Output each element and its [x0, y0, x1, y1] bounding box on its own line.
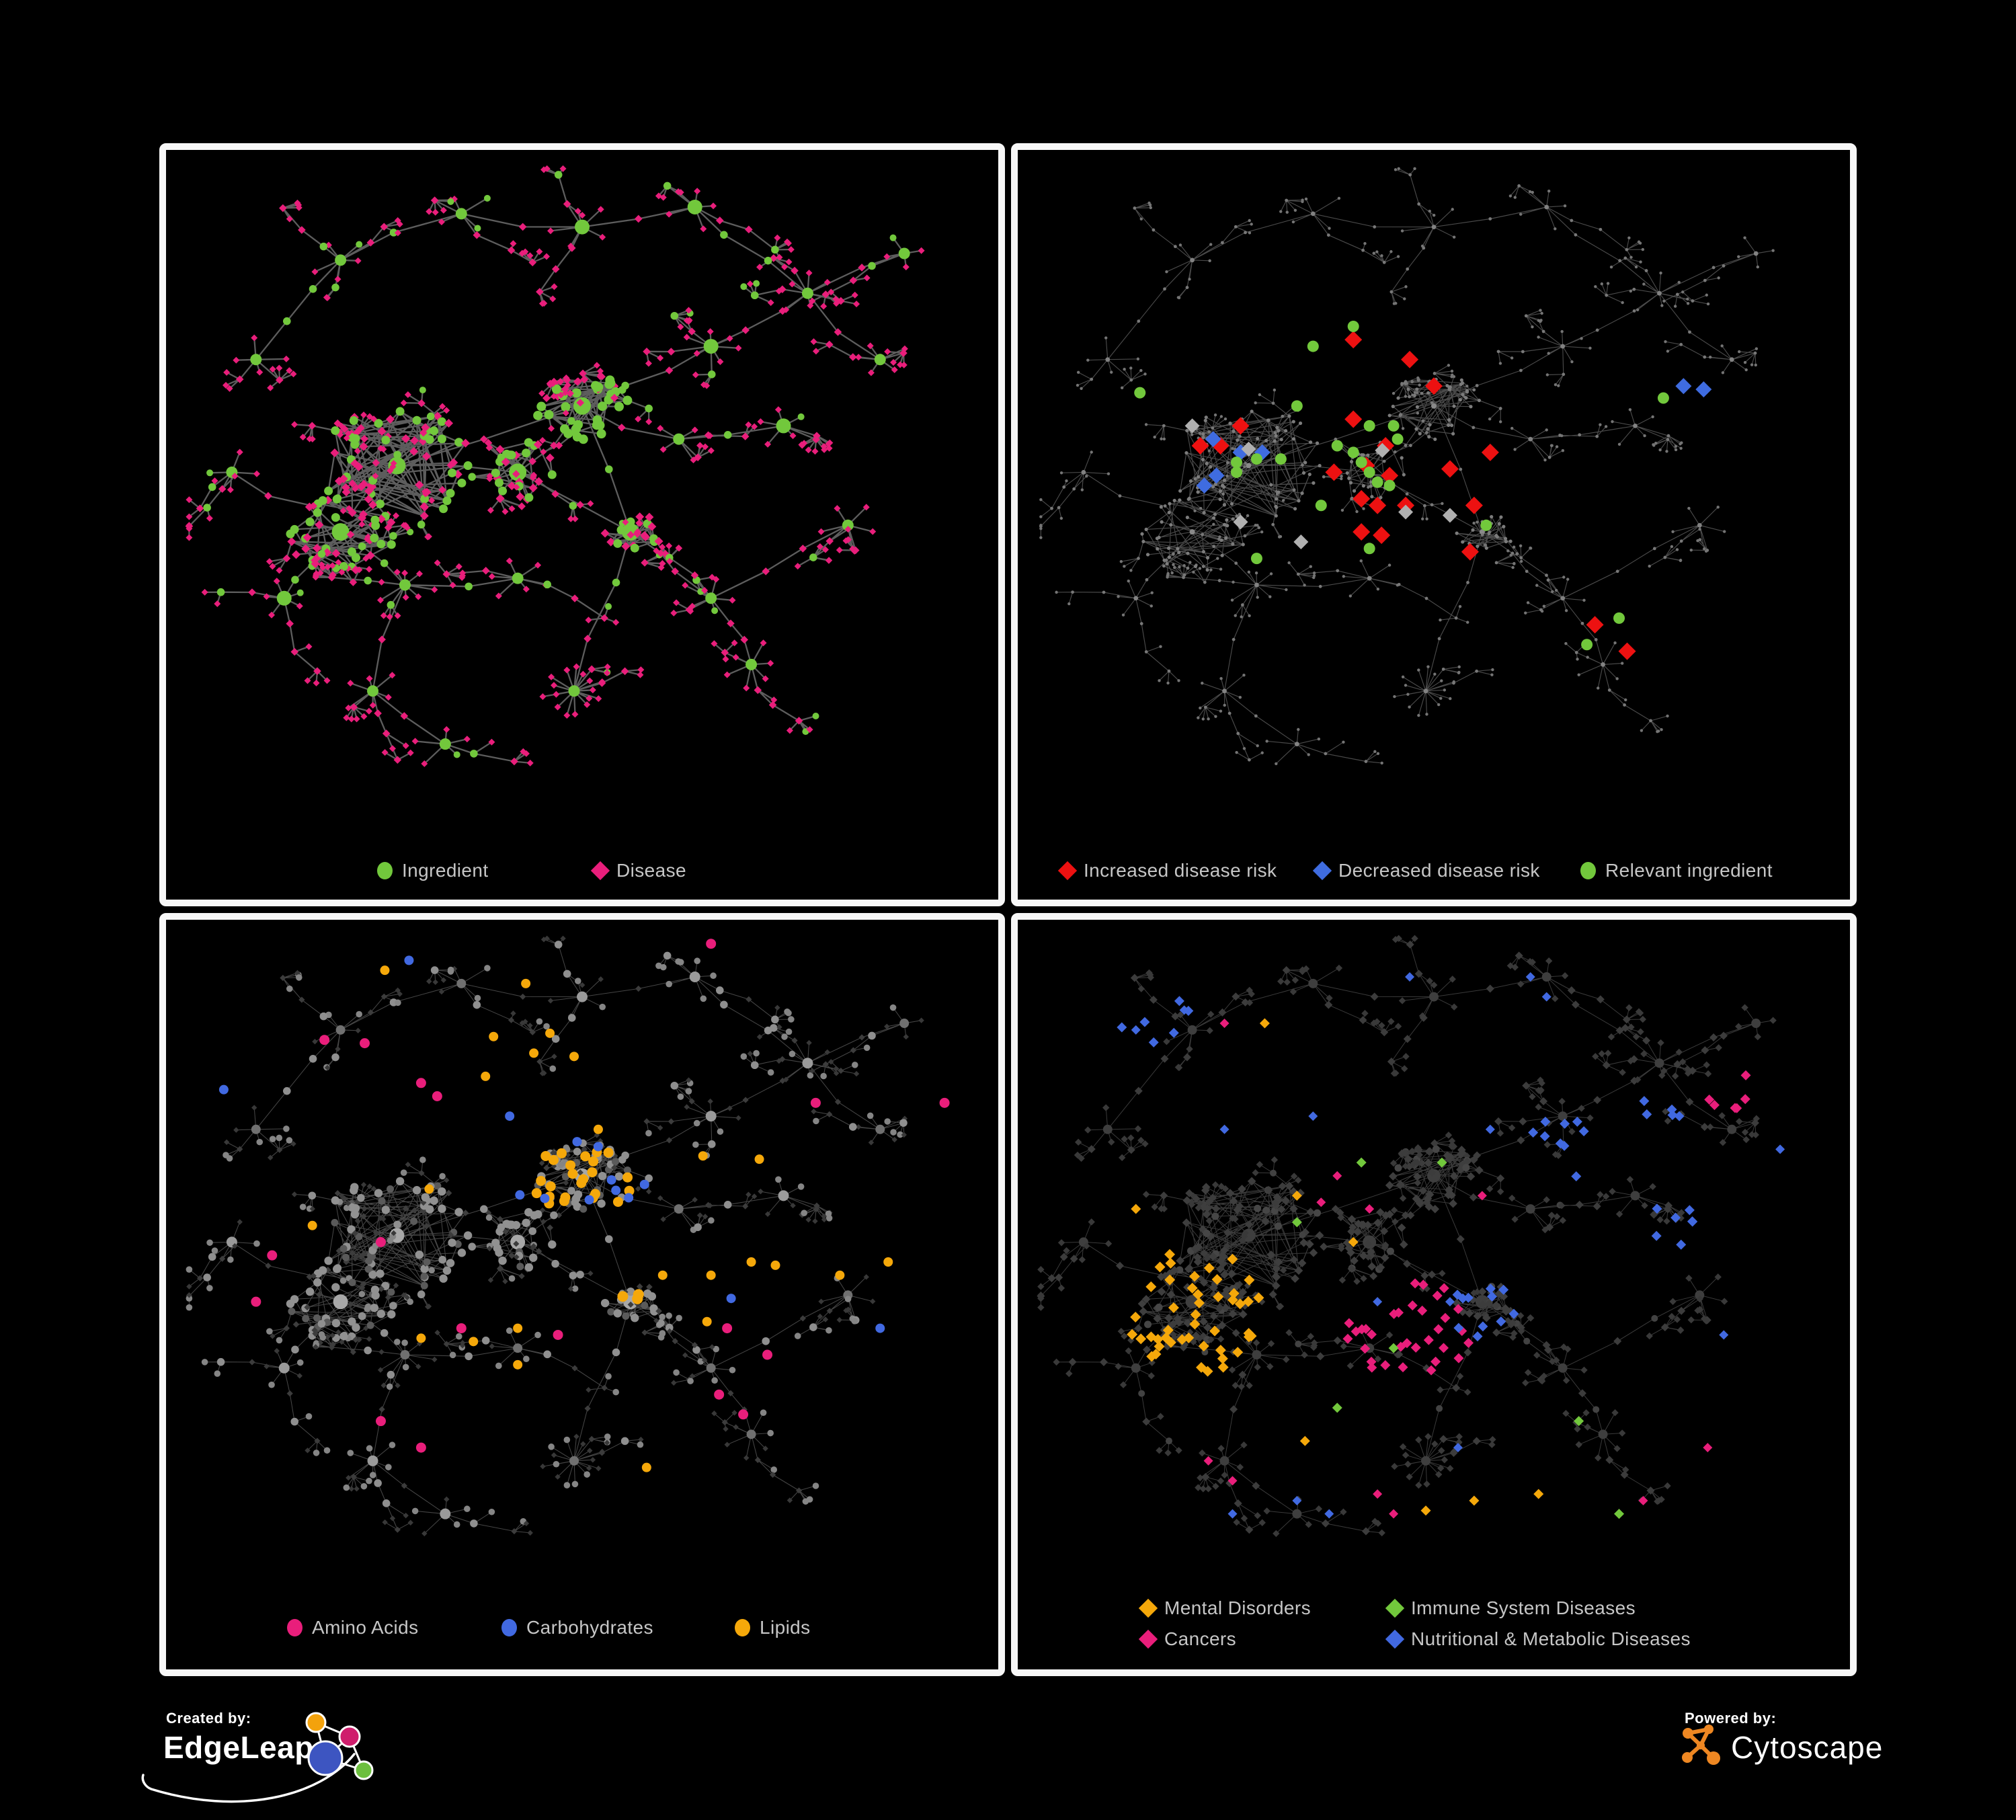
- highlight-nodes: [1117, 972, 1785, 1519]
- legend-item-relevant-ingredient: Relevant ingredient: [1580, 859, 1773, 882]
- legend-diamond-swatch-nutritional-metabolic-diseases: [1385, 1629, 1405, 1649]
- legend-label-lipids: Lipids: [760, 1617, 811, 1638]
- panel-disease-class-network: Mental Disorders Immune System Diseases Ca…: [1011, 913, 1857, 1676]
- legend-diamond-swatch-increased-disease-risk: [1057, 861, 1078, 881]
- legend-item-nutritional-metabolic-diseases: Nutritional & Metabolic Diseases: [1385, 1628, 1691, 1651]
- panel-nutrient-class-network: Amino Acids Carbohydrates Lipids: [159, 913, 1005, 1676]
- highlight-nodes: [218, 939, 950, 1472]
- legend-item-disease: Disease: [590, 859, 686, 882]
- cytoscape-wordmark: Cytoscape: [1731, 1730, 1884, 1765]
- legend-label-ingredient: Ingredient: [402, 860, 489, 881]
- legend-circle-swatch-relevant-ingredient: [1580, 862, 1596, 879]
- legend-item-cancers: Cancers: [1138, 1628, 1237, 1651]
- network-nodes: [186, 935, 924, 1537]
- legend-diamond-swatch-decreased-disease-risk: [1312, 861, 1332, 881]
- network-graph-ingredient-disease: [185, 165, 925, 767]
- legend-label-nutritional-metabolic-diseases: Nutritional & Metabolic Diseases: [1411, 1628, 1691, 1649]
- powered-by-label: Powered by:: [1685, 1710, 1777, 1727]
- network-graph-disease-classes: [1037, 935, 1785, 1538]
- legend-item-decreased-disease-risk: Decreased disease risk: [1312, 859, 1540, 882]
- cytoscape-logo-icon: [1682, 1725, 1720, 1765]
- legend-label-mental-disorders: Mental Disorders: [1164, 1597, 1312, 1618]
- network-graph-disease-risk: [1039, 167, 1775, 766]
- edgeleap-logo-icon: [305, 1712, 374, 1780]
- legend-diamond-swatch-mental-disorders: [1138, 1598, 1158, 1618]
- panel-ingredient-disease-network: Ingredient Disease: [159, 143, 1005, 906]
- legend-item-lipids: Lipids: [735, 1616, 811, 1639]
- legend-item-amino-acids: Amino Acids: [287, 1616, 418, 1639]
- network-nodes: [1037, 935, 1777, 1538]
- legend-item-increased-disease-risk: Increased disease risk: [1057, 859, 1277, 882]
- network-nodes: [1039, 167, 1775, 766]
- legend-item-mental-disorders: Mental Disorders: [1138, 1597, 1312, 1620]
- legend-label-carbohydrates: Carbohydrates: [526, 1617, 653, 1638]
- legend-circle-swatch-amino-acids: [287, 1619, 303, 1636]
- legend-diamond-swatch-disease: [590, 861, 610, 881]
- edgeleap-swoosh-icon: [141, 1753, 356, 1803]
- legend-label-immune-system-diseases: Immune System Diseases: [1411, 1597, 1636, 1618]
- legend-item-ingredient: Ingredient: [377, 859, 489, 882]
- legend-item-carbohydrates: Carbohydrates: [501, 1616, 653, 1639]
- legend-diamond-swatch-cancers: [1138, 1629, 1158, 1649]
- legend-item-immune-system-diseases: Immune System Diseases: [1385, 1597, 1636, 1620]
- legend-label-decreased-disease-risk: Decreased disease risk: [1338, 860, 1540, 881]
- legend-circle-swatch-ingredient: [377, 862, 393, 879]
- legend-label-increased-disease-risk: Increased disease risk: [1084, 860, 1277, 881]
- legend-diamond-swatch-immune-system-diseases: [1385, 1598, 1405, 1618]
- legend-label-amino-acids: Amino Acids: [312, 1617, 419, 1638]
- legend-label-cancers: Cancers: [1164, 1628, 1237, 1649]
- edgeleap-wordmark: EdgeLeap: [163, 1730, 314, 1765]
- legend-circle-swatch-lipids: [735, 1619, 750, 1636]
- network-nodes: [185, 165, 925, 767]
- legend-circle-swatch-carbohydrates: [501, 1619, 517, 1636]
- legend-label-disease: Disease: [616, 860, 686, 881]
- legend-label-relevant-ingredient: Relevant ingredient: [1605, 860, 1773, 881]
- created-by-label: Created by:: [166, 1710, 251, 1727]
- panel-disease-risk-network: Increased disease risk Decreased disease …: [1011, 143, 1857, 906]
- network-graph-nutrient-classes: [186, 935, 950, 1537]
